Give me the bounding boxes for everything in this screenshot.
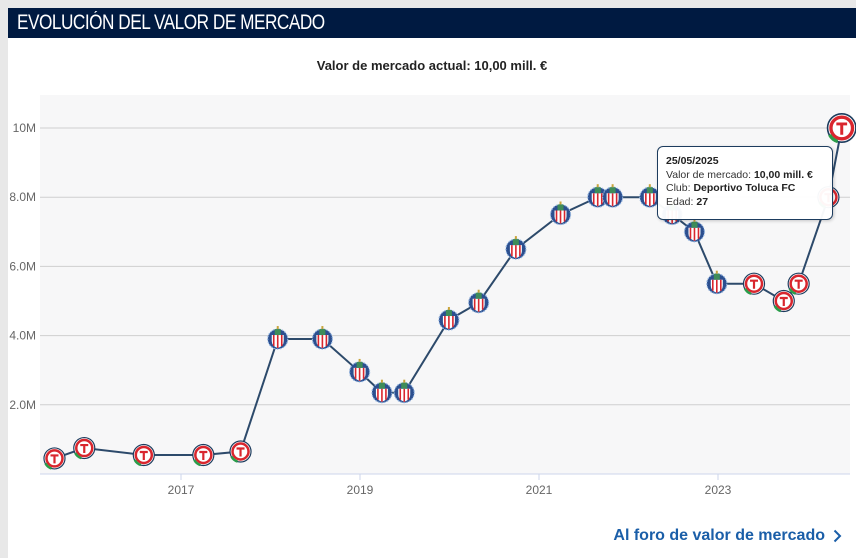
tooltip-club-label: Club: [666,182,694,194]
market-value-forum-link[interactable]: Al foro de valor de mercado [613,527,842,545]
y-tick-label: 4.0M [9,329,36,343]
toluca-logo-marker [132,443,155,467]
chivas-logo-marker [311,326,333,350]
chevron-right-icon [833,529,842,543]
toluca-logo-marker [772,289,795,313]
toluca-logo-marker [229,440,252,463]
chivas-logo-marker [438,307,460,331]
toluca-logo-marker [742,272,766,295]
chivas-logo-marker [468,289,490,314]
toluca-logo-marker [826,113,856,144]
tooltip-club: Deportivo Toluca FC [693,182,796,194]
tooltip-value: 10,00 mill. € [753,168,813,181]
tooltip: 25/05/2025 Valor de mercado: 10,00 mill.… [657,146,833,220]
chivas-logo-marker [706,270,728,295]
y-tick-label: 8.0M [9,190,36,204]
chivas-logo-marker [602,184,624,208]
x-tick-label: 2017 [168,483,195,497]
toluca-logo-marker [73,436,96,460]
y-tick-label: 6.0M [9,259,36,273]
chivas-logo-marker [267,326,289,350]
section-title: EVOLUCIÓN DEL VALOR DE MERCADO [17,11,325,34]
tooltip-age-label: Edad: [666,195,697,208]
chivas-logo-marker [393,379,415,404]
chart-title: Valor de mercado actual: 10,00 mill. € [316,58,548,73]
chivas-logo-marker [587,184,609,208]
forum-link-label: Al foro de valor de mercado [613,527,825,544]
x-tick-label: 2021 [526,483,553,497]
tooltip-age: 27 [696,195,709,208]
chivas-logo-marker [371,379,393,404]
chivas-logo-marker [549,201,572,226]
chivas-logo-marker [349,358,371,383]
x-tick-label: 2019 [347,483,374,497]
toluca-logo-marker [787,272,810,295]
market-value-chart: 2.0M 4.0M 6.0M 8.0M 10M 2017 2019 2021 2023 [9,95,856,497]
x-tick-label: 2023 [705,483,732,497]
y-tick-label: 10M [13,121,36,135]
tooltip-value-label: Valor de mercado: [666,168,754,181]
chivas-logo-marker [683,218,706,243]
section-header: EVOLUCIÓN DEL VALOR DE MERCADO [8,8,856,38]
y-tick-label: 2.0M [9,398,36,412]
toluca-logo-marker [192,443,215,467]
toluca-logo-marker [43,447,66,470]
tooltip-date: 25/05/2025 [666,155,719,167]
market-value-card: EVOLUCIÓN DEL VALOR DE MERCADO Valor de … [8,8,856,558]
chivas-logo-marker [505,236,527,260]
